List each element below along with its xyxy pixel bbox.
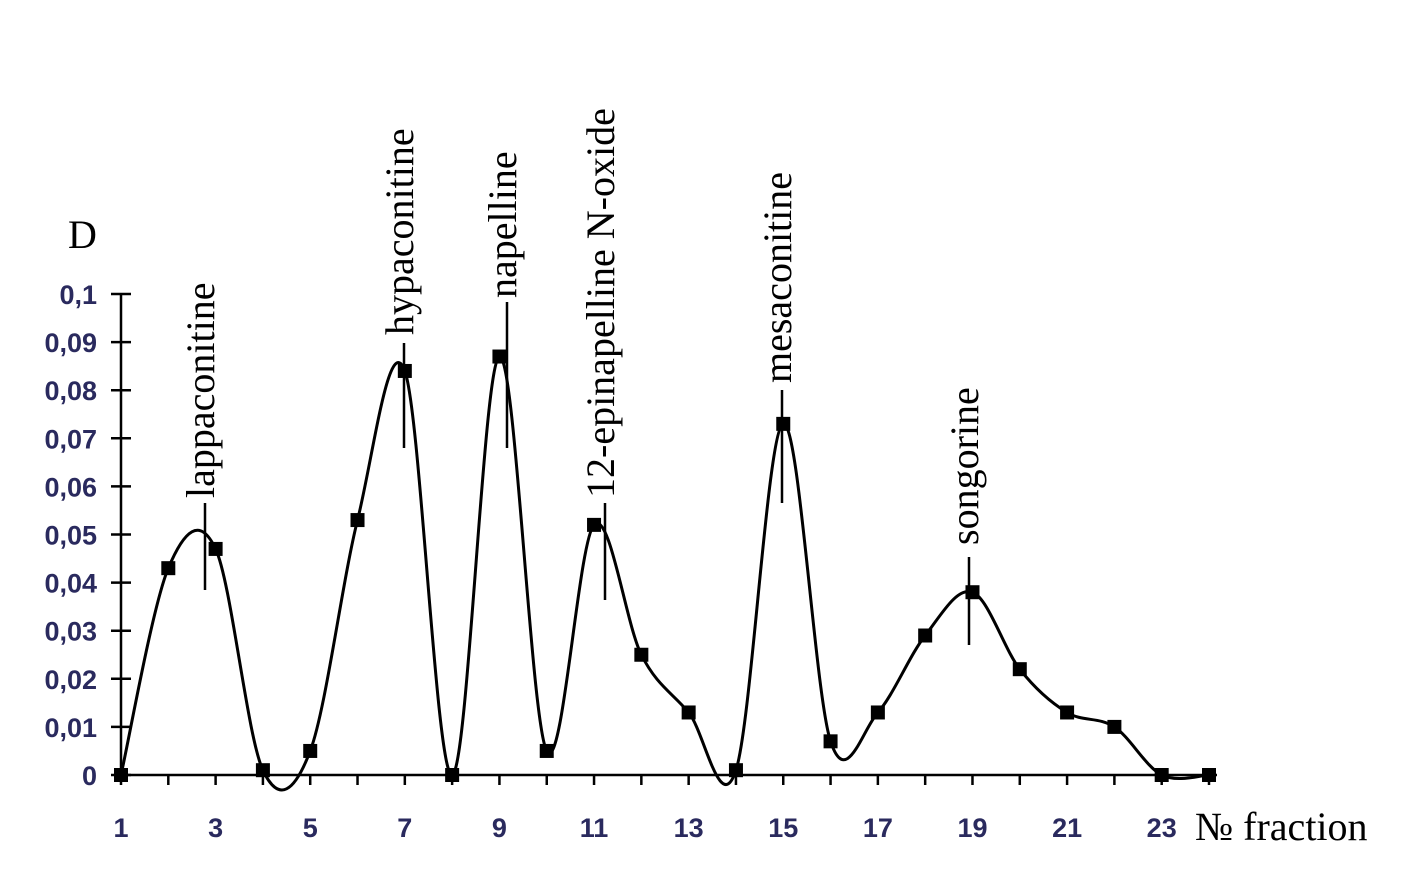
- marker: [1202, 768, 1216, 782]
- annotation: napelline: [480, 151, 525, 298]
- y-tick-label: 0,1: [59, 280, 97, 310]
- x-tick-label: 23: [1147, 813, 1177, 843]
- marker: [445, 768, 460, 782]
- y-tick-label: 0,02: [44, 665, 97, 695]
- marker: [1154, 768, 1169, 782]
- marker: [870, 705, 885, 720]
- marker: [303, 743, 318, 758]
- marker: [965, 585, 980, 600]
- marker: [208, 541, 223, 556]
- marker: [728, 763, 743, 778]
- x-tick-label: 19: [957, 813, 987, 843]
- series-line: [119, 355, 1210, 792]
- marker: [918, 628, 933, 643]
- x-tick-label: 1: [113, 813, 128, 843]
- y-tick-label: 0,01: [44, 713, 97, 743]
- y-axis-label: D: [68, 212, 97, 257]
- marker: [1012, 662, 1027, 677]
- marker: [587, 517, 602, 532]
- x-tick-label: 13: [674, 813, 704, 843]
- marker: [255, 763, 270, 778]
- marker: [350, 513, 365, 528]
- marker: [539, 743, 554, 758]
- marker: [161, 561, 176, 576]
- marker: [681, 705, 696, 720]
- marker: [1107, 719, 1122, 734]
- x-tick-label: 17: [863, 813, 893, 843]
- y-tick-label: 0,09: [44, 328, 97, 358]
- x-axis-label: № fraction: [1195, 804, 1368, 849]
- annotation: lappaconitine: [178, 283, 223, 498]
- marker: [634, 647, 649, 662]
- marker: [776, 416, 791, 431]
- annotation: mesaconitine: [755, 172, 800, 383]
- y-tick-label: 0: [82, 761, 97, 791]
- y-tick-label: 0,07: [44, 424, 97, 454]
- x-tick-label: 11: [580, 813, 609, 843]
- marker: [1060, 705, 1075, 720]
- x-tick-label: 21: [1052, 813, 1082, 843]
- x-tick-label: 15: [768, 813, 798, 843]
- x-tick-label: 9: [492, 813, 507, 843]
- x-tick-label: 5: [303, 813, 318, 843]
- y-tick-label: 0,03: [44, 617, 97, 647]
- y-tick-label: 0,06: [44, 472, 97, 502]
- y-tick-label: 0,08: [44, 376, 97, 406]
- x-tick-label: 3: [208, 813, 223, 843]
- y-tick-label: 0,04: [44, 569, 97, 599]
- annotation: hypaconitine: [377, 128, 422, 335]
- marker: [114, 768, 128, 782]
- x-tick-label: 7: [397, 813, 412, 843]
- annotation: 12-epinapelline N-oxide: [578, 108, 623, 498]
- marker: [492, 349, 507, 364]
- annotation: songorine: [942, 387, 987, 545]
- marker: [823, 734, 838, 749]
- y-tick-label: 0,05: [44, 521, 97, 551]
